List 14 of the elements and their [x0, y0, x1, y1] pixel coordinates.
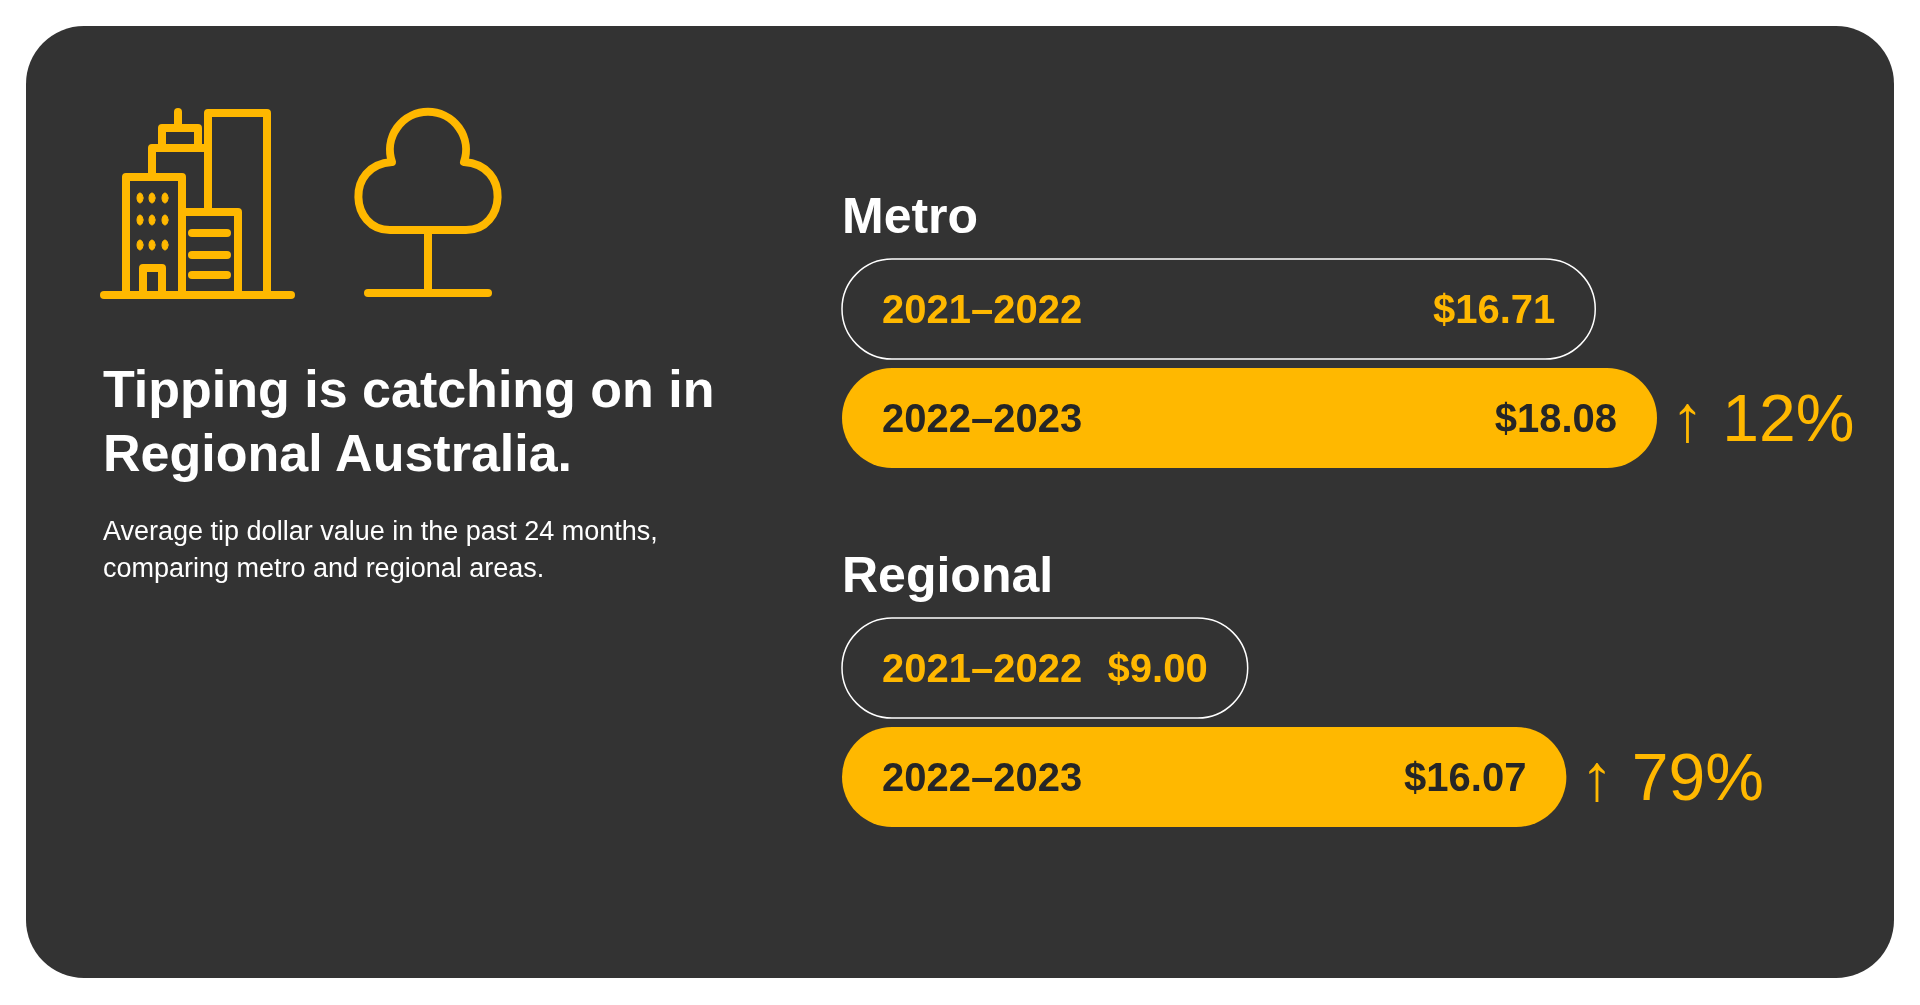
- data-label: $16.71: [1432, 287, 1556, 331]
- text: Tipping is catching on in Regional Australia.: [103, 359, 716, 484]
- annotation: ↑ 12%: [1671, 381, 1855, 456]
- data-label: $18.08: [1494, 396, 1617, 440]
- y-tick-label: 2022–2023: [882, 755, 1083, 799]
- chart-title: Regional: [842, 547, 1054, 603]
- data-label: $16.07: [1404, 755, 1527, 799]
- y-tick-label: 2022–2023: [882, 396, 1083, 440]
- text: Average tip dollar value in the past 24 months, comparing metro and regional areas.: [103, 515, 659, 585]
- y-tick-label: 2021–2022: [882, 646, 1083, 690]
- annotation: ↑ 79%: [1580, 740, 1764, 815]
- y-tick-label: 2021–2022: [882, 287, 1083, 331]
- data-label: $9.00: [1107, 646, 1208, 690]
- chart-title: Metro: [842, 188, 979, 244]
